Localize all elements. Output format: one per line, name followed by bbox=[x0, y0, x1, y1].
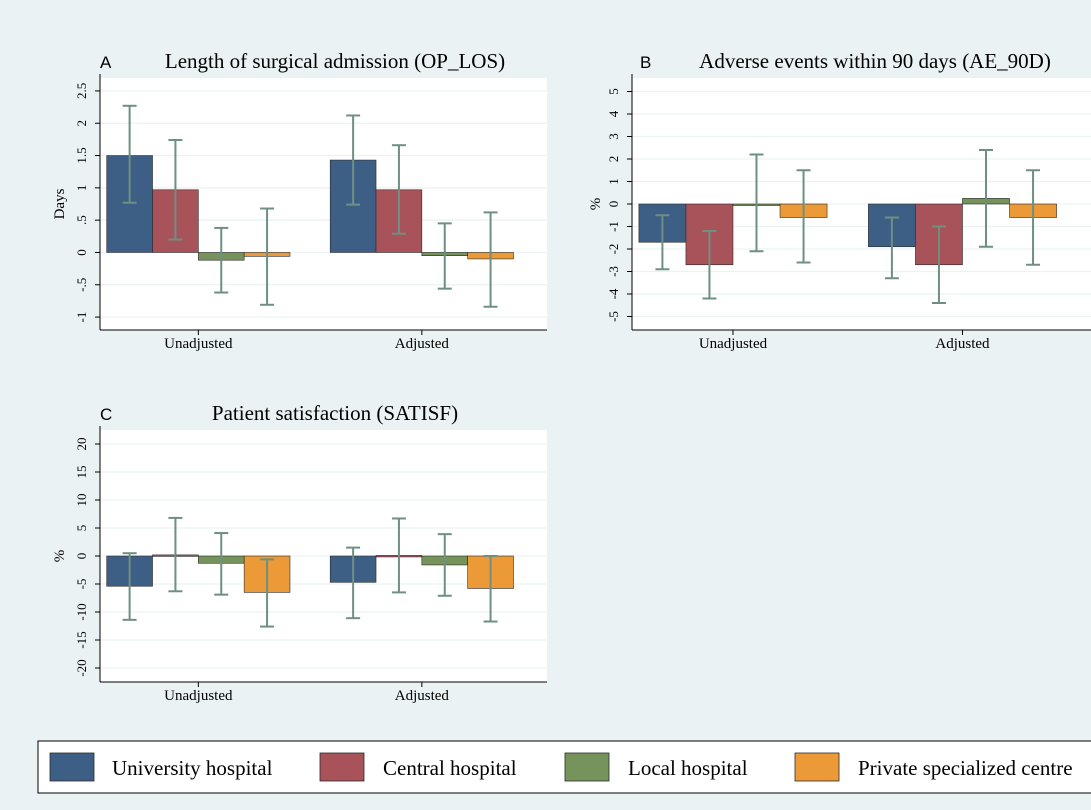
x-category-label: Adjusted bbox=[935, 336, 990, 352]
y-tick-label: 15 bbox=[74, 466, 89, 479]
y-tick-label: -3 bbox=[606, 266, 621, 277]
x-category-label: Adjusted bbox=[395, 688, 450, 704]
y-tick-label: 5 bbox=[606, 88, 621, 95]
y-tick-label: 20 bbox=[74, 438, 89, 451]
y-tick-label: 2 bbox=[606, 156, 621, 163]
y-tick-label: 10 bbox=[74, 494, 89, 507]
legend-swatch-university-hospital bbox=[49, 752, 95, 782]
panel-title: Length of surgical admission (OP_LOS) bbox=[165, 49, 505, 73]
y-tick-label: 0 bbox=[606, 201, 621, 208]
panel-letter: A bbox=[100, 53, 112, 72]
legend-box bbox=[37, 740, 1091, 794]
panel-A: -1 -.5 0 .5 1 1.5 2 2.5 Days Unadjusted Adjusted A L… bbox=[52, 49, 547, 352]
y-tick-label: 1 bbox=[74, 185, 89, 192]
panel-B: -5 -4 -3 -2 -1 0 1 2 3 4 5% Unadjusted Adjusted B Adve… bbox=[588, 49, 1091, 352]
panel-letter: C bbox=[100, 405, 112, 424]
legend-label-central-hospital: Central hospital bbox=[383, 756, 517, 780]
legend-swatch-central-hospital bbox=[319, 752, 365, 782]
legend-label-university-hospital: University hospital bbox=[112, 756, 273, 780]
y-tick-label: 1.5 bbox=[74, 147, 89, 163]
y-tick-label: 4 bbox=[606, 110, 621, 117]
x-category-label: Unadjusted bbox=[164, 688, 233, 704]
chart-panels: -1 -.5 0 .5 1 1.5 2 2.5 Days Unadjusted Adjusted A L… bbox=[52, 49, 1091, 704]
y-tick-label: -.5 bbox=[74, 278, 89, 292]
legend-label-local-hospital: Local hospital bbox=[628, 756, 748, 780]
y-tick-label: 2 bbox=[74, 120, 89, 127]
y-tick-label: 0 bbox=[74, 553, 89, 560]
legend: University hospital Central hospital Local… bbox=[37, 740, 1091, 794]
x-category-label: Unadjusted bbox=[699, 336, 768, 352]
y-tick-label: -5 bbox=[74, 579, 89, 590]
y-tick-label: -20 bbox=[74, 659, 89, 676]
y-tick-label: -1 bbox=[606, 221, 621, 232]
legend-label-private-specialized-centre: Private specialized centre bbox=[858, 756, 1073, 780]
y-tick-label: .5 bbox=[74, 215, 89, 225]
y-axis-label: % bbox=[52, 550, 68, 563]
panel-letter: B bbox=[640, 53, 651, 72]
panel-C: -20 -15 -10 -5 0 5 10 15 20% Unadjusted Adjusted C P… bbox=[52, 401, 547, 704]
y-tick-label: 5 bbox=[74, 525, 89, 532]
panel-title: Patient satisfaction (SATISF) bbox=[212, 401, 458, 425]
y-axis-label: Days bbox=[52, 188, 68, 219]
y-tick-label: 3 bbox=[606, 133, 621, 140]
y-tick-label: 2.5 bbox=[74, 83, 89, 99]
legend-swatch-private-specialized-centre bbox=[794, 752, 840, 782]
y-axis-label: % bbox=[588, 198, 604, 211]
y-tick-label: -10 bbox=[74, 603, 89, 620]
x-category-label: Unadjusted bbox=[164, 336, 233, 352]
y-tick-label: -4 bbox=[606, 288, 621, 299]
y-tick-label: -1 bbox=[74, 312, 89, 323]
panel-title: Adverse events within 90 days (AE_90D) bbox=[699, 49, 1051, 73]
y-tick-label: 0 bbox=[74, 249, 89, 256]
y-tick-label: -15 bbox=[74, 631, 89, 648]
y-tick-label: -2 bbox=[606, 244, 621, 255]
y-tick-label: 1 bbox=[606, 178, 621, 185]
y-tick-label: -5 bbox=[606, 311, 621, 322]
legend-swatch-local-hospital bbox=[564, 752, 610, 782]
x-category-label: Adjusted bbox=[395, 336, 450, 352]
